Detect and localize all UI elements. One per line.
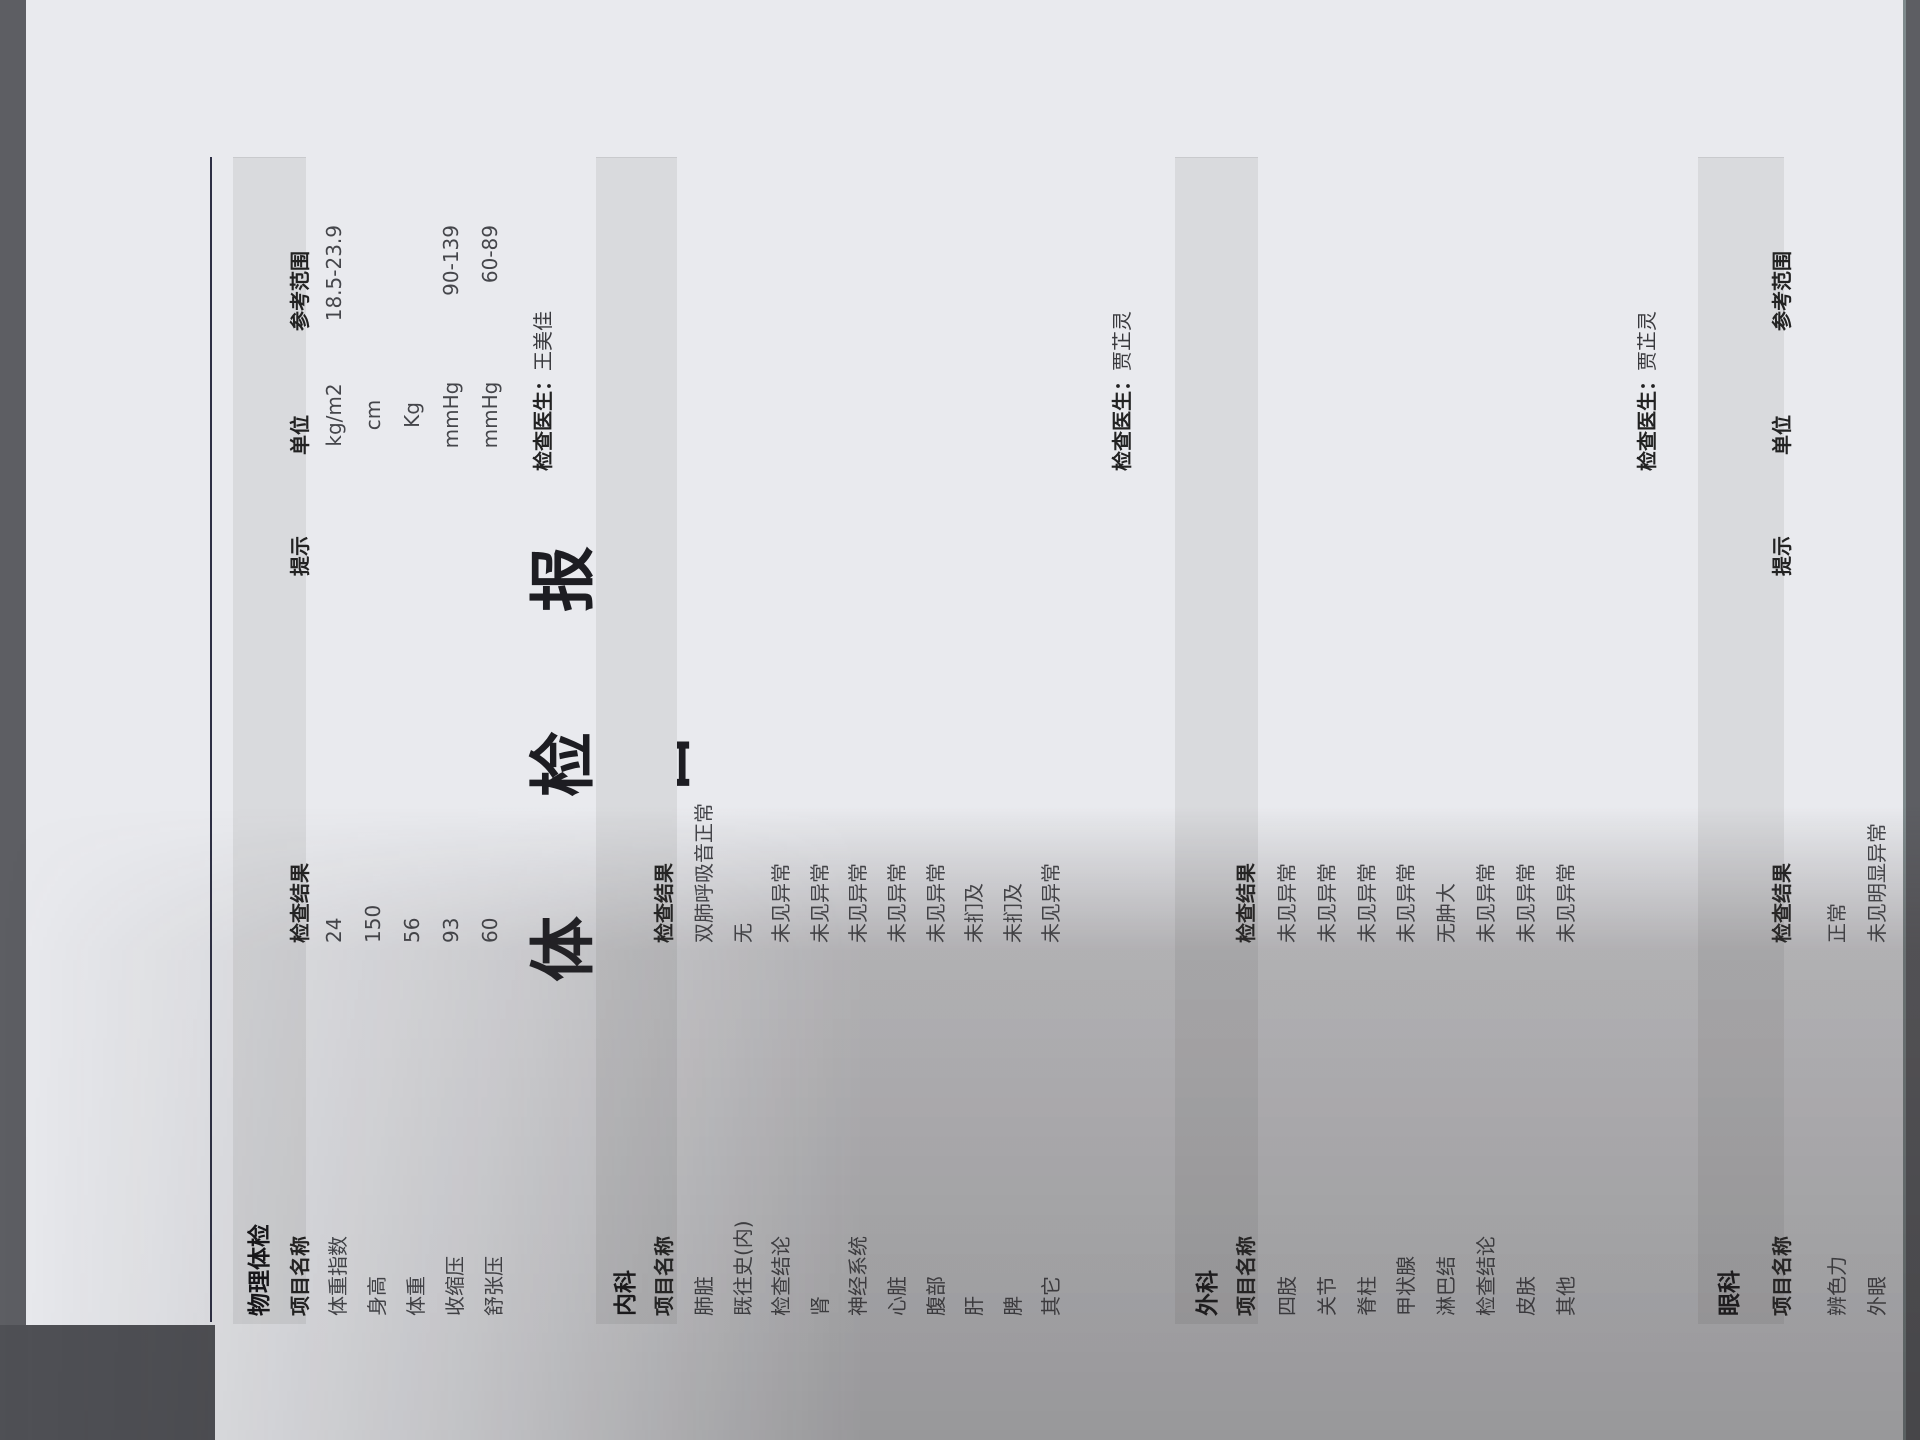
cell-result: 未扪及 xyxy=(1000,883,1025,943)
cell-result: 未扪及 xyxy=(962,883,987,943)
doctor-label: 检查医生： xyxy=(531,371,555,471)
doctor-signature: 检查医生：王美佳 xyxy=(527,311,556,471)
cell-name: 身高 xyxy=(365,1276,389,1316)
cell-name: 腹部 xyxy=(923,1276,948,1316)
cell-result: 未见异常 xyxy=(1275,863,1299,943)
cell-name: 神经系统 xyxy=(846,1236,871,1316)
cell-name: 舒张压 xyxy=(482,1256,506,1316)
section-header-band xyxy=(233,157,306,1324)
section-title: 物理体检 xyxy=(247,1224,273,1316)
cell-name: 四肢 xyxy=(1275,1276,1299,1316)
cell-name: 既往史(内) xyxy=(730,1220,755,1316)
column-header-range: 参考范围 xyxy=(288,251,312,331)
cell-unit: cm xyxy=(361,399,385,431)
cell-result: 24 xyxy=(322,917,346,943)
cell-result: 未见明显异常 xyxy=(1865,823,1889,943)
cell-result: 未见异常 xyxy=(769,863,794,943)
cell-name: 肝 xyxy=(962,1296,987,1316)
column-header-result: 检查结果 xyxy=(288,863,312,943)
column-header-hint: 提示 xyxy=(1770,536,1794,576)
cell-name: 皮肤 xyxy=(1513,1276,1538,1316)
column-header-result: 检查结果 xyxy=(1770,863,1794,943)
cell-result: 无 xyxy=(730,923,755,943)
title-divider xyxy=(210,157,212,1322)
doctor-name: 贾芷灵 xyxy=(1635,311,1659,371)
column-header-name: 项目名称 xyxy=(652,1236,676,1316)
section-header-band xyxy=(1698,157,1784,1324)
cell-range: 90-139 xyxy=(439,225,463,296)
cell-result: 60 xyxy=(478,917,502,943)
cell-result: 未见异常 xyxy=(1394,863,1419,943)
column-header-name: 项目名称 xyxy=(1234,1236,1258,1316)
column-header-hint: 提示 xyxy=(288,536,312,576)
cell-name: 外眼 xyxy=(1865,1276,1889,1316)
page-edge xyxy=(1903,0,1906,1440)
cell-result: 未见异常 xyxy=(1474,863,1498,943)
column-header-name: 项目名称 xyxy=(1770,1236,1794,1316)
cell-name: 辨色力 xyxy=(1825,1256,1849,1316)
doctor-name: 王美佳 xyxy=(531,311,555,371)
cell-result: 正常 xyxy=(1825,903,1849,943)
doctor-label: 检查医生： xyxy=(1635,371,1659,471)
doctor-signature: 检查医生：贾芷灵 xyxy=(1631,311,1660,471)
cell-name: 脾 xyxy=(1000,1296,1025,1316)
cell-result: 未见异常 xyxy=(1314,863,1339,943)
column-header-result: 检查结果 xyxy=(652,863,676,943)
column-header-unit: 单位 xyxy=(1770,415,1794,455)
cell-result: 双肺呼吸音正常 xyxy=(692,803,716,943)
cell-unit: Kg xyxy=(400,402,424,428)
column-header-unit: 单位 xyxy=(288,415,312,455)
section-header-band xyxy=(1175,157,1258,1324)
cell-result: 未见异常 xyxy=(1039,863,1064,943)
doctor-signature: 检查医生：贾芷灵 xyxy=(1106,311,1135,471)
cell-name: 淋巴结 xyxy=(1434,1256,1459,1316)
section-header-band xyxy=(596,157,677,1324)
cell-result: 无肿大 xyxy=(1434,883,1459,943)
cell-name: 肺脏 xyxy=(692,1276,716,1316)
cell-name: 检查结论 xyxy=(769,1236,794,1316)
background-surface xyxy=(0,1325,215,1440)
cell-result: 93 xyxy=(439,917,463,943)
section-title: 外科 xyxy=(1195,1270,1221,1316)
cell-name: 心脏 xyxy=(885,1276,909,1316)
cell-unit: mmHg xyxy=(439,381,463,449)
cell-name: 肾 xyxy=(807,1296,832,1316)
cell-name: 检查结论 xyxy=(1474,1236,1498,1316)
cell-result: 未见异常 xyxy=(923,863,948,943)
cell-result: 未见异常 xyxy=(1553,863,1578,943)
cell-result: 未见异常 xyxy=(1354,863,1379,943)
cell-name: 体重指数 xyxy=(326,1236,350,1316)
column-header-name: 项目名称 xyxy=(288,1236,312,1316)
cell-unit: kg/m2 xyxy=(322,383,346,447)
cell-range: 18.5-23.9 xyxy=(322,225,346,322)
section-title: 内科 xyxy=(613,1270,639,1316)
cell-name: 体重 xyxy=(404,1276,428,1316)
cell-result: 未见异常 xyxy=(885,863,909,943)
cell-name: 其他 xyxy=(1553,1276,1578,1316)
cell-result: 56 xyxy=(400,917,424,943)
column-header-range: 参考范围 xyxy=(1770,251,1794,331)
cell-result: 未见异常 xyxy=(1513,863,1538,943)
column-header-result: 检查结果 xyxy=(1234,863,1258,943)
doctor-name: 贾芷灵 xyxy=(1110,311,1134,371)
cell-name: 收缩压 xyxy=(443,1256,467,1316)
cell-name: 关节 xyxy=(1314,1276,1339,1316)
cell-result: 未见异常 xyxy=(846,863,871,943)
doctor-label: 检查医生： xyxy=(1110,371,1134,471)
cell-unit: mmHg xyxy=(478,381,502,449)
cell-result: 未见异常 xyxy=(807,863,832,943)
paper-sheet xyxy=(26,0,1906,1440)
cell-name: 甲状腺 xyxy=(1394,1256,1419,1316)
cell-range: 60-89 xyxy=(478,225,502,284)
cell-name: 脊柱 xyxy=(1354,1276,1379,1316)
cell-result: 150 xyxy=(361,904,385,943)
section-title: 眼科 xyxy=(1717,1270,1743,1316)
cell-name: 其它 xyxy=(1039,1276,1064,1316)
